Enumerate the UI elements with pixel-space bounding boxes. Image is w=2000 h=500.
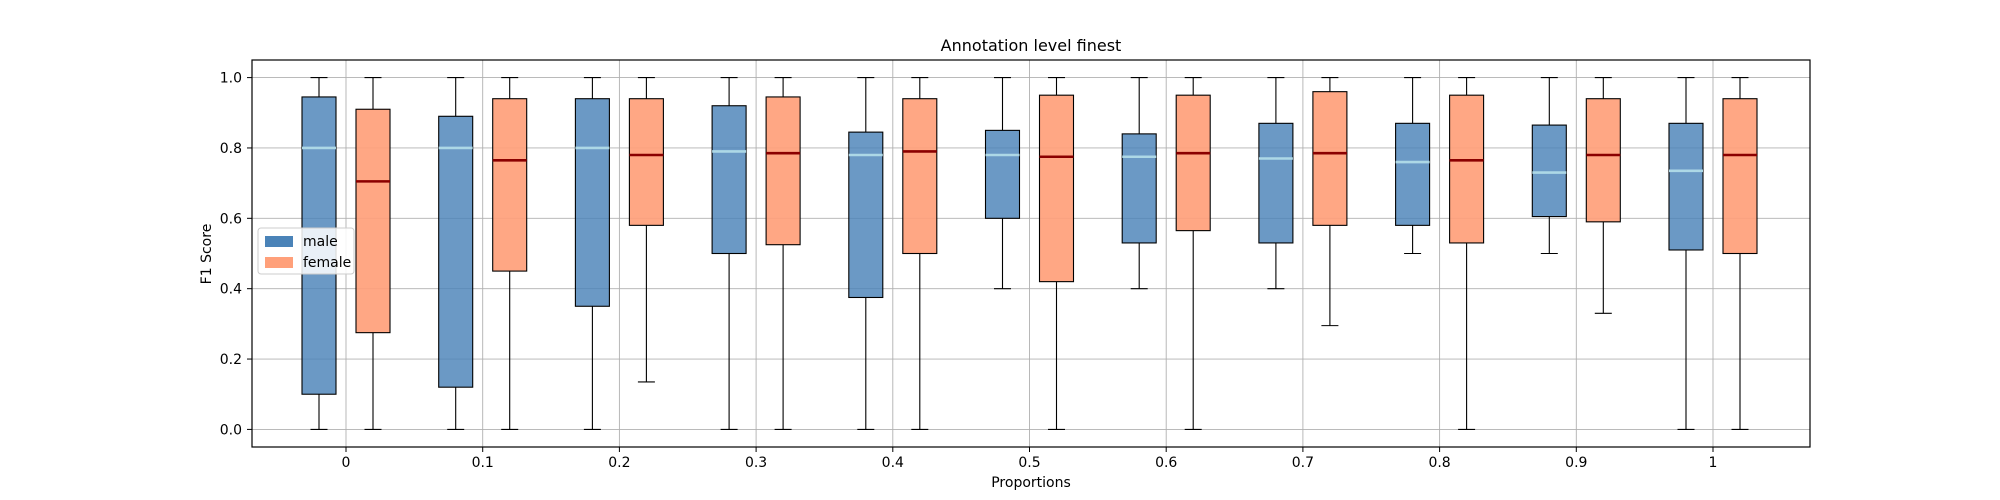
box-male — [1395, 77, 1431, 255]
iqr-box — [765, 96, 801, 246]
iqr-box — [984, 129, 1021, 219]
iqr-box — [902, 98, 938, 255]
box-male — [438, 77, 474, 430]
legend-swatch-female — [265, 257, 293, 268]
iqr-box — [355, 108, 391, 334]
box-female — [1449, 77, 1485, 430]
box-male — [848, 77, 884, 430]
iqr-box — [848, 131, 884, 299]
x-tick-label: 0 — [342, 455, 351, 471]
box-male — [1531, 77, 1567, 255]
box-male — [1668, 77, 1704, 430]
box-female — [492, 77, 528, 430]
x-tick-label: 0.7 — [1292, 455, 1314, 471]
x-tick-label: 0.3 — [745, 455, 767, 471]
iqr-box — [492, 98, 528, 272]
y-tick-label: 0.2 — [220, 352, 242, 368]
box-female — [355, 77, 391, 430]
y-tick-label: 0.8 — [220, 141, 242, 157]
x-tick-label: 0.2 — [608, 455, 630, 471]
y-tick-label: 0.0 — [220, 422, 242, 438]
legend-label-female: female — [303, 255, 351, 271]
box-male — [711, 77, 747, 430]
plot-frame — [251, 59, 1811, 448]
iqr-box — [1038, 94, 1075, 283]
iqr-box — [1668, 122, 1704, 251]
y-tick-label: 0.6 — [220, 211, 242, 227]
chart-title: Annotation level finest — [941, 36, 1122, 55]
y-axis-title: F1 Score — [199, 224, 215, 285]
box-female — [1722, 77, 1758, 430]
iqr-box — [711, 105, 747, 255]
x-tick-label: 0.5 — [1018, 455, 1040, 471]
box-female — [902, 77, 938, 430]
box-female — [1175, 77, 1211, 430]
y-tick-label: 1.0 — [220, 71, 242, 87]
y-tick-label: 0.4 — [220, 282, 242, 298]
iqr-box — [1312, 91, 1348, 226]
box-series — [301, 77, 1758, 430]
x-tick-label: 0.8 — [1428, 455, 1450, 471]
box-female — [1038, 77, 1075, 430]
iqr-box — [574, 98, 610, 307]
axis-ticks: 0.0 0.2 0.4 0.6 0.8 1.0 0 0.1 0.2 0.3 0.4 0.5 0.6 0.7… — [220, 71, 1718, 471]
iqr-box — [1258, 122, 1294, 244]
box-female — [1585, 77, 1621, 314]
iqr-box — [1531, 124, 1567, 218]
x-tick-label: 0.1 — [472, 455, 494, 471]
iqr-box — [1449, 94, 1485, 244]
legend-swatch-male — [265, 236, 293, 247]
iqr-box — [1395, 122, 1431, 226]
box-male — [574, 77, 610, 430]
x-tick-label: 0.9 — [1565, 455, 1587, 471]
iqr-box — [628, 98, 664, 226]
iqr-box — [1175, 94, 1211, 232]
box-female — [765, 77, 801, 430]
box-male — [984, 77, 1021, 290]
legend: male female — [257, 227, 355, 275]
box-female — [1312, 77, 1348, 327]
iqr-box — [438, 115, 474, 388]
box-male — [1121, 77, 1157, 290]
x-tick-label: 0.4 — [882, 455, 904, 471]
box-female — [628, 77, 664, 383]
grid-lines — [252, 60, 1810, 447]
x-axis-title: Proportions — [991, 475, 1071, 491]
x-tick-label: 1 — [1709, 455, 1718, 471]
x-tick-label: 0.6 — [1155, 455, 1177, 471]
iqr-box — [1722, 98, 1758, 255]
iqr-box — [1585, 98, 1621, 223]
iqr-box — [1121, 133, 1157, 244]
legend-label-male: male — [303, 234, 338, 250]
box-male — [1258, 77, 1294, 290]
